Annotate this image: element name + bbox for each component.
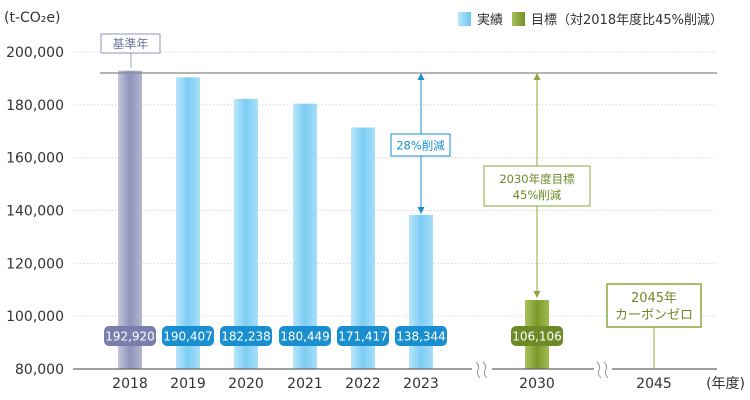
legend-target-label: 目標（対2018年度比45%削減） <box>531 12 723 28</box>
x-tick-label: 2021 <box>287 376 323 392</box>
reduction-2023-arrowhead-top <box>417 73 425 80</box>
bar-2019 <box>176 77 200 370</box>
data-label-2022: 171,417 <box>338 330 388 344</box>
data-label-bg-2023 <box>395 326 447 346</box>
x-tick-label: 2018 <box>112 376 148 392</box>
carbon-zero-line2: カーボンゼロ <box>615 308 693 323</box>
target-2030-arrowhead-bottom <box>533 291 541 298</box>
data-label-2018: 192,920 <box>105 330 155 344</box>
data-label-2023: 138,344 <box>396 330 446 344</box>
data-label-bg-2018 <box>104 326 156 346</box>
data-label-2019: 190,407 <box>163 330 213 344</box>
carbon-zero-2045-annotation: 2045年 カーボンゼロ <box>606 283 702 368</box>
data-label-2021: 180,449 <box>280 330 330 344</box>
x-unit-label: (年度) <box>706 376 745 392</box>
axis-break-mark-2 <box>596 361 609 379</box>
target-2030-line1: 2030年度目標 <box>499 172 575 186</box>
x-tick-label: 2020 <box>228 376 264 392</box>
bar-2020 <box>234 98 258 370</box>
bar-2021 <box>293 103 317 370</box>
legend: 実績 目標（対2018年度比45%削減） <box>458 12 723 28</box>
reduction-2023-label: 28%削減 <box>396 139 445 153</box>
carbon-zero-line1: 2045年 <box>631 291 677 306</box>
y-tick-label: 100,000 <box>6 309 64 325</box>
axis-break-mark-1 <box>475 361 488 379</box>
gridlines <box>73 51 717 317</box>
x-axis: 2018 2019 2020 2021 2022 2023 2030 2045 (年度) <box>73 361 745 392</box>
y-unit-label: (t-CO₂e) <box>4 10 61 26</box>
carbon-zero-box <box>606 283 702 328</box>
bars: 192,920 190,407 182,238 180,449 171,417 138,3… <box>104 70 563 370</box>
y-tick-label: 200,000 <box>6 45 64 61</box>
target-2030-line2: 45%削減 <box>513 188 562 202</box>
reduction-2023-arrowhead-bottom <box>417 207 425 214</box>
target-2030-box <box>483 165 591 207</box>
x-tick-label: 2045 <box>636 376 672 392</box>
legend-actual-swatch <box>458 12 471 26</box>
bar-2018 <box>118 70 142 369</box>
target-2030-annotation: 2030年度目標 45%削減 <box>483 73 591 298</box>
data-label-2030: 106,106 <box>512 330 562 344</box>
data-label-bg-2019 <box>162 326 214 346</box>
y-tick-label: 80,000 <box>15 362 64 378</box>
data-label-bg-2020 <box>220 326 272 346</box>
legend-actual-label: 実績 <box>477 12 503 28</box>
y-tick-label: 180,000 <box>6 98 64 114</box>
x-tick-label: 2023 <box>403 376 439 392</box>
reduction-2023-box <box>390 133 451 157</box>
x-tick-label: 2030 <box>519 376 555 392</box>
data-label-bg-2030 <box>511 326 563 346</box>
x-tick-label: 2022 <box>345 376 381 392</box>
base-year-callout: 基準年 <box>100 33 161 68</box>
data-label-2020: 182,238 <box>221 330 271 344</box>
base-year-box <box>100 33 161 54</box>
reduction-2023-annotation: 28%削減 <box>390 73 451 214</box>
data-label-bg-2021 <box>279 326 331 346</box>
y-tick-label: 120,000 <box>6 256 64 272</box>
legend-target-swatch <box>512 12 525 26</box>
data-label-bg-2022 <box>337 326 389 346</box>
base-year-label: 基準年 <box>112 36 148 51</box>
target-2030-arrowhead-top <box>533 73 541 80</box>
y-tick-label: 140,000 <box>6 204 64 220</box>
y-axis: 80,000 100,000 120,000 140,000 160,000 180,00… <box>6 45 64 378</box>
y-tick-label: 160,000 <box>6 151 64 167</box>
x-tick-label: 2019 <box>170 376 206 392</box>
